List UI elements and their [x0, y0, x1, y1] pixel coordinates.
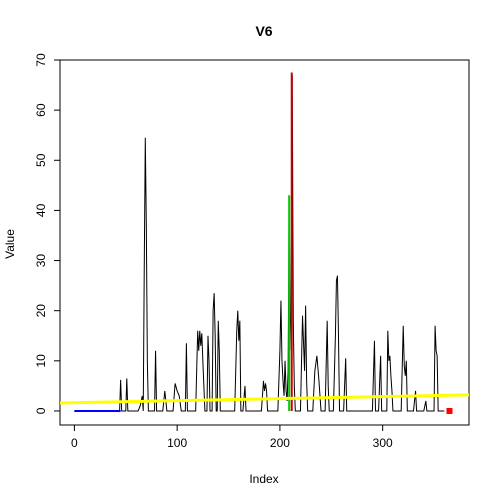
series-group — [60, 72, 469, 414]
y-tick-label: 70 — [34, 53, 48, 67]
series-0-line — [74, 75, 445, 412]
y-axis-label: Value — [3, 229, 17, 259]
series-5-point — [446, 407, 453, 414]
y-tick-label: 60 — [34, 103, 48, 117]
x-tick-label: 200 — [270, 436, 290, 450]
x-tick-label: 100 — [167, 436, 187, 450]
plot-frame — [59, 59, 470, 426]
y-tick-label: 30 — [34, 254, 48, 268]
y-tick-label: 50 — [34, 153, 48, 167]
series-4-line — [60, 393, 469, 405]
y-tick-label: 40 — [34, 203, 48, 217]
y-tick-label: 0 — [34, 407, 48, 414]
y-tick-label: 20 — [34, 304, 48, 318]
x-tick-label: 0 — [71, 436, 78, 450]
x-tick-label: 300 — [373, 436, 393, 450]
x-axis-label: Index — [249, 472, 278, 486]
plot-area: 0 100 200 300 0 10 20 30 40 50 60 70 — [34, 53, 470, 450]
chart-title: V6 — [255, 23, 272, 39]
y-tick-label: 10 — [34, 354, 48, 368]
